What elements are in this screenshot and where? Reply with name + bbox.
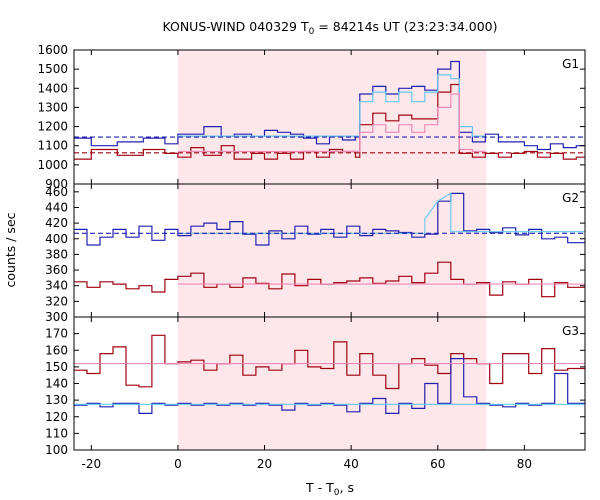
text-layer: KONUS-WIND 040329 T0 = 84214s UT (23:23:… bbox=[3, 19, 579, 498]
g3-frame bbox=[73, 316, 586, 451]
x-axis-label-main: T - T bbox=[305, 480, 334, 495]
x-tick-label: -20 bbox=[82, 457, 102, 471]
g1-y-tick-label: 1400 bbox=[37, 81, 68, 95]
g2-y-tick-label: 400 bbox=[45, 232, 68, 246]
g2-y-tick-label: 460 bbox=[45, 185, 68, 199]
g3-y-tick-label: 100 bbox=[45, 443, 68, 457]
y-axis-label: counts / sec bbox=[3, 212, 18, 287]
frame-layer bbox=[73, 49, 586, 451]
g1-y-tick-label: 1300 bbox=[37, 100, 68, 114]
x-tick-label: 20 bbox=[257, 457, 272, 471]
g1-series-light_blue bbox=[177, 74, 486, 137]
g1-y-tick-label: 1000 bbox=[37, 158, 68, 172]
g2-panel-label: G2 bbox=[562, 191, 579, 205]
g3-y-tick-label: 170 bbox=[45, 327, 68, 341]
x-tick-label: 80 bbox=[517, 457, 532, 471]
g1-y-tick-label: 1600 bbox=[37, 43, 68, 57]
g2-y-tick-label: 360 bbox=[45, 263, 68, 277]
g1-y-tick-label: 1500 bbox=[37, 62, 68, 76]
g1-y-tick-label: 900 bbox=[45, 177, 68, 191]
g2-y-tick-label: 300 bbox=[45, 310, 68, 324]
g2-y-tick-label: 380 bbox=[45, 247, 68, 261]
g3-y-tick-label: 130 bbox=[45, 393, 68, 407]
g2-y-tick-label: 440 bbox=[45, 200, 68, 214]
x-axis-label-rest: , s bbox=[340, 480, 354, 495]
chart-title-main: KONUS-WIND 040329 T bbox=[162, 19, 308, 34]
g2-y-tick-label: 420 bbox=[45, 216, 68, 230]
g3-y-tick-label: 110 bbox=[45, 426, 68, 440]
g2-y-tick-label: 340 bbox=[45, 279, 68, 293]
g1-y-tick-label: 1100 bbox=[37, 139, 68, 153]
x-tick-label: 40 bbox=[344, 457, 359, 471]
x-tick-label: 60 bbox=[430, 457, 445, 471]
g3-panel-label: G3 bbox=[562, 324, 579, 338]
g1-y-tick-label: 1200 bbox=[37, 120, 68, 134]
x-axis-label: T - T0, s bbox=[305, 480, 354, 498]
highlight-layer bbox=[177, 50, 487, 450]
g2-line-light_blue bbox=[177, 192, 585, 234]
chart-title-rest: = 84214s UT (23:23:34.000) bbox=[314, 19, 497, 34]
g3-y-tick-label: 120 bbox=[45, 410, 68, 424]
data-layer bbox=[74, 60, 585, 414]
g3-series-red_hist bbox=[74, 334, 585, 390]
g1-series-pink bbox=[177, 93, 486, 153]
g3-y-tick-label: 140 bbox=[45, 377, 68, 391]
g2-y-tick-label: 320 bbox=[45, 294, 68, 308]
chart-title-subscript: 0 bbox=[309, 27, 315, 37]
g1-series-red_hist bbox=[74, 83, 585, 160]
g3-y-tick-label: 160 bbox=[45, 343, 68, 357]
g2-series-blue_hist bbox=[74, 192, 585, 246]
highlight-band bbox=[177, 50, 487, 450]
chart-title: KONUS-WIND 040329 T0 = 84214s UT (23:23:… bbox=[162, 19, 497, 37]
g3-y-tick-label: 150 bbox=[45, 360, 68, 374]
x-tick-label: 0 bbox=[174, 457, 182, 471]
x-axis-label-subscript: 0 bbox=[334, 488, 340, 498]
g1-panel-label: G1 bbox=[562, 57, 579, 71]
